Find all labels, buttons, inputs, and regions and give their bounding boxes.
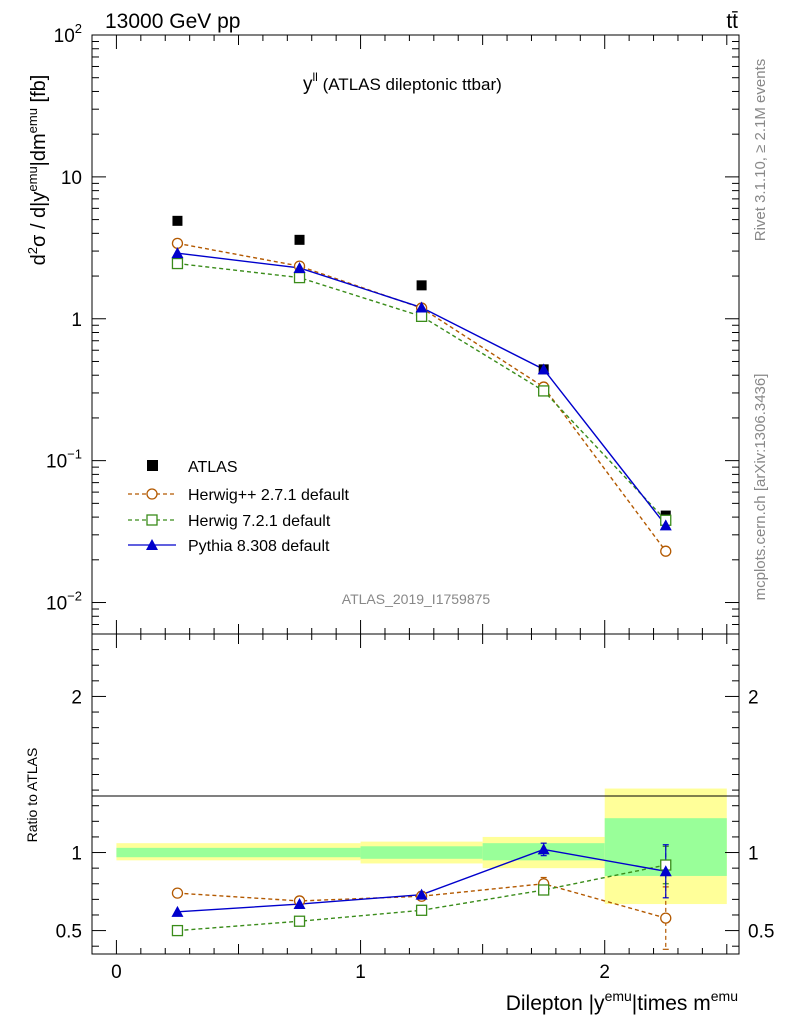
y-tick-label-exp: −2: [67, 589, 82, 604]
legend-label-herwig7: Herwig 7.2.1 default: [188, 513, 331, 530]
analysis-id: ATLAS_2019_I1759875: [342, 591, 491, 607]
plot-title-sup: ll: [313, 70, 318, 84]
y-tick-label: 10−1: [46, 447, 82, 473]
ratio-band-stat: [116, 847, 239, 858]
ratio-tick-label-left: 0.5: [56, 922, 82, 943]
series-point-1: [293, 271, 306, 284]
ratio-tick-label-right: 1: [748, 844, 759, 865]
ratio-point-2: [659, 865, 672, 877]
x-tick-label: 2: [599, 962, 610, 983]
y-tick-label: 10: [61, 168, 82, 189]
y-tick-label: 102: [54, 21, 82, 47]
series-point-1: [538, 385, 550, 397]
y-tick-label-base: 10: [61, 168, 82, 189]
y-axis-label-part-2: σ / d|y: [28, 192, 50, 247]
ratio-band-stat: [238, 847, 361, 858]
plot-title-rest: (ATLAS dileptonic ttbar): [318, 75, 502, 94]
x-tick-label: 1: [355, 962, 366, 983]
series-point-2: [415, 301, 428, 313]
ratio-bands: [116, 788, 727, 905]
ratio-axis-ticks: [91, 633, 739, 954]
legend-label-herwigpp: Herwig++ 2.7.1 default: [188, 487, 350, 504]
ratio-y-axis-label: Ratio to ATLAS: [24, 748, 40, 843]
main-axis-ticks: [91, 34, 739, 635]
ratio-point-1: [538, 884, 550, 896]
y-tick-label-base: 10: [46, 594, 67, 615]
series-point-0: [660, 545, 672, 557]
y-axis-label-part-5: emu: [25, 108, 40, 133]
ratio-point-0: [660, 912, 672, 924]
ratio-point-1: [171, 924, 184, 937]
y-axis-label: d2σ / d|yemu|dmemu [fb]: [25, 75, 50, 266]
ratio-point-0: [171, 887, 184, 899]
legend-marker-atlas: [147, 460, 158, 471]
ratio-panel: 0.5 0.5 1 1 2 2: [56, 633, 775, 955]
data-point: [172, 215, 183, 226]
ratio-point-2: [171, 905, 184, 917]
ratio-point-1: [293, 915, 306, 927]
energy-label: 13000 GeV pp: [105, 10, 240, 33]
series-point-1: [415, 310, 428, 322]
series-point-2: [659, 519, 672, 531]
ratio-tick-label-left: 1: [71, 844, 82, 865]
y-tick-label-exp: −1: [67, 447, 82, 462]
x-axis-label-part-3: emu: [711, 988, 738, 1004]
ratio-tick-label-right: 0.5: [748, 922, 774, 943]
process-label: tt̄: [726, 10, 738, 33]
y-tick-label: 1: [71, 310, 82, 331]
legend-marker-herwig7: [146, 514, 158, 526]
ratio-point-2: [415, 888, 428, 900]
x-axis-label: Dilepton |yemu|times memu: [506, 988, 738, 1015]
x-axis-label-part-0: Dilepton |y: [506, 992, 605, 1015]
x-axis-label-part-1: emu: [605, 988, 632, 1004]
main-series-layer: [171, 215, 672, 557]
y-axis-label-part-3: emu: [25, 166, 40, 191]
ratio-point-2: [293, 898, 306, 910]
legend-marker-pythia: [146, 539, 158, 550]
plot-title: yll (ATLAS dileptonic ttbar): [303, 70, 502, 95]
ratio-panel-frame: [91, 633, 740, 955]
legend-label-pythia: Pythia 8.308 default: [188, 538, 330, 555]
ratio-tick-label-right: 2: [748, 687, 759, 708]
ratio-point-1: [415, 904, 428, 916]
ratio-tick-label-left: 2: [71, 687, 82, 708]
y-axis-label-part-6: [fb]: [28, 75, 50, 108]
legend: ATLAS Herwig++ 2.7.1 default Herwig 7.2.…: [128, 459, 350, 555]
y-axis-label-part-0: d: [28, 254, 50, 265]
series-point-1: [171, 257, 184, 270]
series-point-2: [537, 363, 550, 375]
x-axis-label-part-2: |times m: [632, 992, 711, 1015]
y-axis-label-part-4: |dm: [28, 133, 50, 166]
data-point: [294, 234, 305, 245]
ratio-band-stat: [360, 846, 483, 859]
plot-title-main: y: [303, 74, 313, 95]
x-tick-labels: 0 1 2: [111, 962, 610, 983]
ratio-series-layer: [171, 842, 672, 950]
rivet-version-label: Rivet 3.1.10, ≥ 2.1M events: [752, 59, 769, 242]
y-tick-label: 10−2: [46, 589, 82, 615]
legend-marker-herwigpp: [146, 488, 158, 500]
y-tick-label-exp: 2: [75, 21, 82, 36]
y-tick-label-base: 1: [71, 310, 82, 331]
ratio-line-0: [177, 883, 666, 919]
ratio-point-2: [537, 843, 550, 855]
data-point: [416, 280, 427, 291]
series-point-0: [171, 237, 184, 250]
legend-label-atlas: ATLAS: [188, 459, 238, 476]
series-line-2: [177, 252, 667, 526]
y-axis-label-part-1: 2: [25, 247, 40, 254]
series-point-2: [171, 247, 184, 259]
y-tick-label-base: 10: [54, 26, 75, 47]
x-tick-label: 0: [111, 962, 122, 983]
source-label: mcplots.cern.ch [arXiv:1306.3436]: [752, 374, 769, 601]
y-tick-label-base: 10: [46, 452, 67, 473]
series-point-2: [293, 261, 306, 273]
ratio-tick-labels: 0.5 0.5 1 1 2 2: [56, 687, 775, 942]
